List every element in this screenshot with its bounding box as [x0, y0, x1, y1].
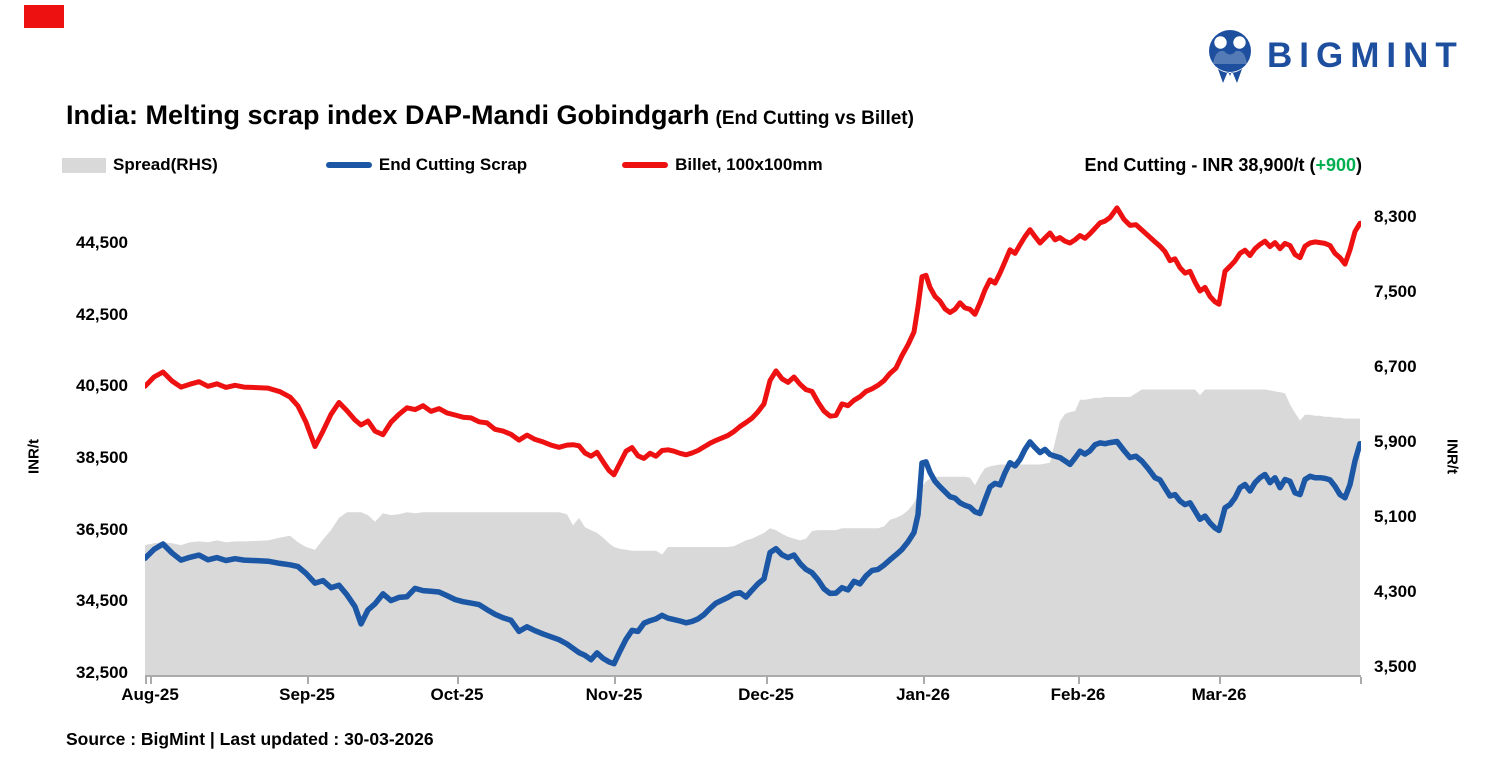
x-axis-month-label: Feb-26 [1050, 685, 1106, 704]
latest-price-text: End Cutting - INR 38,900/t ( [1084, 155, 1316, 175]
x-axis-month-label: Dec-25 [738, 685, 794, 704]
right-axis-title: INR/t [1443, 439, 1461, 474]
left-axis-tick-label: 32,500 [76, 663, 128, 682]
bigmint-logo-icon [1209, 30, 1251, 83]
x-axis-month-label: Aug-25 [121, 685, 179, 704]
right-axis-tick-label: 5,100 [1374, 507, 1417, 526]
legend-label-end-cutting: End Cutting Scrap [378, 155, 528, 174]
x-axis-tick-mark [614, 677, 616, 684]
spread-area-series [145, 389, 1360, 676]
chart-legend: Spread(RHS) End Cutting Scrap Billet, 10… [62, 155, 823, 175]
left-axis-tick-label: 36,500 [76, 519, 128, 539]
legend-item-end-cutting: End Cutting Scrap [325, 155, 528, 175]
x-axis-month-label: Jan-26 [896, 685, 950, 704]
legend-item-billet: Billet, 100x100mm [622, 155, 823, 175]
x-axis-tick-mark [150, 677, 152, 684]
x-axis-tick-mark [145, 677, 147, 684]
chart-title: India: Melting scrap index DAP-Mandi Gob… [66, 100, 914, 131]
right-axis-tick-label: 3,500 [1374, 657, 1417, 676]
billet-line-swatch [622, 162, 669, 168]
left-axis-tick-label: 34,500 [76, 591, 128, 611]
top-left-accent-bar [24, 5, 64, 28]
x-axis-month-label: Sep-25 [279, 685, 335, 704]
right-axis-tick-label: 4,300 [1374, 582, 1417, 601]
end-cutting-line-swatch [325, 162, 372, 168]
x-axis-month-label: Oct-25 [430, 685, 484, 704]
x-axis-tick-mark [1078, 677, 1080, 684]
legend-item-spread: Spread(RHS) [62, 155, 218, 175]
x-axis-tick-mark [307, 677, 309, 684]
latest-price-suffix: ) [1356, 155, 1362, 175]
right-axis-tick-label: 7,500 [1374, 282, 1417, 301]
x-axis-month-label: Mar-26 [1191, 685, 1247, 704]
left-axis-tick-label: 40,500 [76, 376, 128, 396]
chart-title-sub: (End Cutting vs Billet) [715, 108, 914, 129]
bigmint-logo-text: BIGMINT [1267, 36, 1464, 75]
plot-area [145, 205, 1361, 676]
latest-price-badge: End Cutting - INR 38,900/t (+900) [1084, 155, 1362, 176]
x-axis-tick-mark [766, 677, 768, 684]
latest-price-change: +900 [1315, 155, 1356, 175]
left-axis-tick-label: 44,500 [76, 233, 128, 252]
source-note: Source : BigMint | Last updated : 30-03-… [66, 729, 434, 749]
bigmint-logo: BIGMINT [1203, 28, 1464, 84]
x-axis-tick-mark [457, 677, 459, 684]
right-axis-tick-label: 8,300 [1374, 207, 1417, 226]
right-axis-tick-label: 5,900 [1374, 432, 1417, 451]
billet-line-series [145, 205, 1361, 478]
x-axis-tick-mark [1219, 677, 1221, 684]
spread-area-swatch [62, 157, 106, 173]
right-axis-tick-label: 6,700 [1374, 357, 1417, 376]
x-axis-month-label: Nov-25 [585, 685, 643, 704]
x-axis-line [145, 675, 1361, 677]
legend-label-billet: Billet, 100x100mm [675, 155, 823, 174]
left-axis-tick-label: 38,500 [76, 448, 128, 467]
legend-label-spread: Spread(RHS) [113, 155, 218, 174]
x-axis-tick-mark [923, 677, 925, 684]
x-axis-tick-mark [1360, 677, 1362, 684]
left-axis-tick-label: 42,500 [76, 304, 128, 324]
chart-title-main: India: Melting scrap index DAP-Mandi Gob… [66, 100, 710, 130]
end-cutting-line-series [145, 438, 1361, 667]
